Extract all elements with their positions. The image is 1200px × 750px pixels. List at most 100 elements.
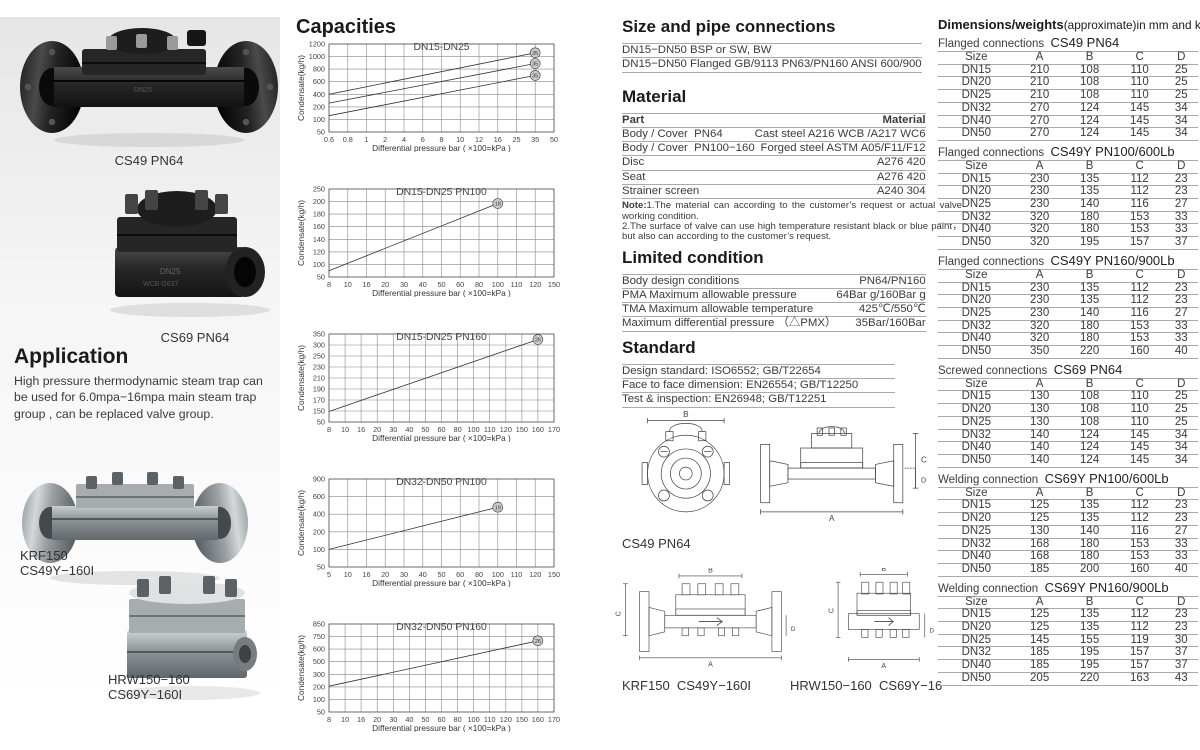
svg-text:50: 50 xyxy=(317,418,325,427)
svg-text:Differential pressure bar ( ×1: Differential pressure bar ( ×100=kPa ) xyxy=(372,578,511,587)
svg-text:150: 150 xyxy=(548,570,560,579)
svg-text:800: 800 xyxy=(313,65,325,74)
svg-text:35: 35 xyxy=(531,135,539,144)
svg-text:Differential pressure bar ( ×1: Differential pressure bar ( ×100=kPa ) xyxy=(372,143,511,152)
svg-text:26: 26 xyxy=(535,338,541,344)
svg-text:300: 300 xyxy=(313,341,325,350)
svg-text:10: 10 xyxy=(344,570,352,579)
svg-text:600: 600 xyxy=(313,492,325,501)
svg-text:16: 16 xyxy=(362,570,370,579)
svg-text:150: 150 xyxy=(548,280,560,289)
svg-text:170: 170 xyxy=(313,396,325,405)
svg-text:0.8: 0.8 xyxy=(343,135,353,144)
svg-text:WCB G637: WCB G637 xyxy=(143,281,179,288)
svg-text:D: D xyxy=(929,628,934,635)
svg-text:DN25: DN25 xyxy=(160,267,181,276)
svg-text:140: 140 xyxy=(313,235,325,244)
svg-text:400: 400 xyxy=(313,90,325,99)
svg-text:120: 120 xyxy=(313,247,325,256)
svg-text:160: 160 xyxy=(313,222,325,231)
svg-text:100: 100 xyxy=(313,545,325,554)
svg-text:35: 35 xyxy=(532,74,538,80)
svg-text:B: B xyxy=(708,568,713,575)
svg-text:200: 200 xyxy=(313,682,325,691)
svg-text:16: 16 xyxy=(357,715,365,724)
svg-text:35: 35 xyxy=(532,62,538,68)
svg-text:200: 200 xyxy=(313,197,325,206)
svg-text:16: 16 xyxy=(362,280,370,289)
svg-text:400: 400 xyxy=(313,510,325,519)
svg-text:1: 1 xyxy=(364,135,368,144)
svg-text:50: 50 xyxy=(550,135,558,144)
svg-text:120: 120 xyxy=(529,280,541,289)
svg-text:350: 350 xyxy=(313,330,325,339)
svg-text:1000: 1000 xyxy=(309,52,325,61)
svg-text:100: 100 xyxy=(313,115,325,124)
svg-text:Differential pressure bar ( ×1: Differential pressure bar ( ×100=kPa ) xyxy=(372,288,511,297)
svg-text:8: 8 xyxy=(327,715,331,724)
svg-text:C: C xyxy=(827,608,835,613)
svg-text:180: 180 xyxy=(313,210,325,219)
svg-text:600: 600 xyxy=(313,77,325,86)
svg-text:170: 170 xyxy=(548,715,560,724)
svg-text:50: 50 xyxy=(317,708,325,717)
svg-text:600: 600 xyxy=(313,645,325,654)
svg-text:300: 300 xyxy=(313,670,325,679)
svg-text:Condensate(kg/h): Condensate(kg/h) xyxy=(296,200,306,266)
svg-text:110: 110 xyxy=(511,570,523,579)
svg-text:10: 10 xyxy=(341,715,349,724)
svg-text:A: A xyxy=(708,660,713,668)
svg-text:B: B xyxy=(683,410,689,419)
svg-text:110: 110 xyxy=(511,280,523,289)
svg-text:D: D xyxy=(791,626,796,633)
svg-text:16: 16 xyxy=(357,425,365,434)
svg-text:Condensate(kg/h): Condensate(kg/h) xyxy=(296,55,306,121)
svg-text:35: 35 xyxy=(532,51,538,57)
svg-text:500: 500 xyxy=(313,657,325,666)
svg-text:Condensate(kg/h): Condensate(kg/h) xyxy=(296,635,306,701)
svg-text:100: 100 xyxy=(313,260,325,269)
svg-text:750: 750 xyxy=(313,632,325,641)
svg-text:18: 18 xyxy=(495,202,501,208)
svg-text:10: 10 xyxy=(341,425,349,434)
svg-text:8: 8 xyxy=(327,280,331,289)
svg-text:160: 160 xyxy=(532,425,544,434)
svg-text:Condensate(kg/h): Condensate(kg/h) xyxy=(296,345,306,411)
svg-text:160: 160 xyxy=(532,715,544,724)
svg-text:19: 19 xyxy=(495,505,501,511)
svg-text:25: 25 xyxy=(512,135,520,144)
svg-text:200: 200 xyxy=(313,527,325,536)
svg-text:Differential pressure bar ( ×1: Differential pressure bar ( ×100=kPa ) xyxy=(372,723,511,732)
svg-text:Differential pressure bar ( ×1: Differential pressure bar ( ×100=kPa ) xyxy=(372,433,511,442)
svg-text:250: 250 xyxy=(313,185,325,194)
svg-text:50: 50 xyxy=(317,273,325,282)
svg-text:230: 230 xyxy=(313,363,325,372)
svg-text:8: 8 xyxy=(327,425,331,434)
svg-text:50: 50 xyxy=(317,128,325,137)
svg-text:1200: 1200 xyxy=(309,40,325,49)
svg-text:150: 150 xyxy=(516,715,528,724)
svg-text:900: 900 xyxy=(313,475,325,484)
svg-text:C: C xyxy=(921,456,927,465)
svg-text:26: 26 xyxy=(535,639,541,645)
svg-text:850: 850 xyxy=(313,620,325,629)
svg-text:150: 150 xyxy=(313,407,325,416)
svg-text:B: B xyxy=(881,568,886,573)
svg-text:DN25: DN25 xyxy=(134,87,152,94)
svg-text:200: 200 xyxy=(313,102,325,111)
svg-text:210: 210 xyxy=(313,374,325,383)
svg-text:150: 150 xyxy=(516,425,528,434)
svg-text:250: 250 xyxy=(313,352,325,361)
svg-text:5: 5 xyxy=(327,570,331,579)
svg-text:190: 190 xyxy=(313,385,325,394)
svg-text:Condensate(kg/h): Condensate(kg/h) xyxy=(296,490,306,556)
svg-text:100: 100 xyxy=(313,695,325,704)
svg-text:C: C xyxy=(615,611,623,616)
svg-text:120: 120 xyxy=(529,570,541,579)
svg-text:10: 10 xyxy=(344,280,352,289)
svg-text:A: A xyxy=(829,514,835,523)
svg-text:170: 170 xyxy=(548,425,560,434)
svg-text:A: A xyxy=(881,662,886,670)
svg-text:50: 50 xyxy=(317,563,325,572)
svg-text:0.6: 0.6 xyxy=(324,135,334,144)
